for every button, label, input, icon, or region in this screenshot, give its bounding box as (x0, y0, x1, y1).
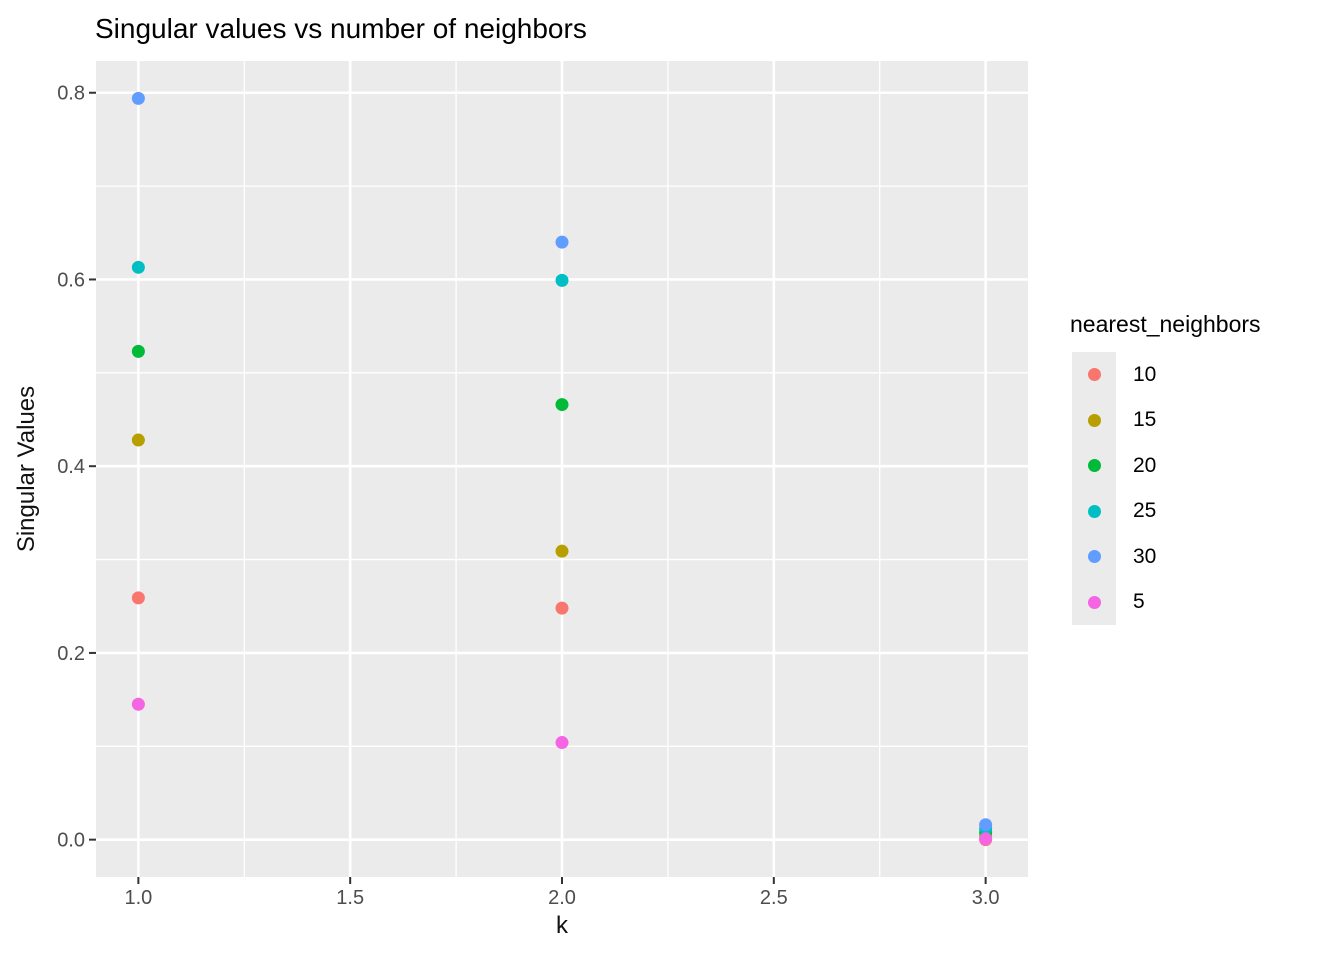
legend-item-label: 20 (1133, 453, 1157, 477)
point-k2-nn20 (555, 398, 569, 412)
y-tick-label: 0.2 (57, 643, 85, 665)
legend-item-label: 15 (1133, 408, 1157, 432)
point-k2-nn30 (555, 235, 569, 249)
point-k1-nn5 (131, 697, 145, 711)
x-tick-label: 2.5 (760, 887, 788, 909)
legend-key (1072, 397, 1116, 443)
legend-dot-icon (1087, 595, 1101, 609)
point-k3-nn5 (979, 832, 993, 846)
legend-item-label: 25 (1133, 499, 1157, 523)
x-tick-label: 3.0 (972, 887, 1000, 909)
legend-dot-icon (1087, 413, 1101, 427)
legend-key (1072, 488, 1116, 534)
y-tick-label: 0.0 (57, 830, 85, 852)
legend-item-label: 10 (1133, 362, 1157, 386)
x-axis-title: k (556, 912, 568, 939)
point-k3-nn30 (979, 818, 993, 832)
point-k1-nn25 (131, 260, 145, 274)
legend-item-25: 25 (1072, 488, 1261, 534)
chart-title: Singular values vs number of neighbors (95, 13, 587, 44)
point-k1-nn20 (131, 344, 145, 358)
legend-item-label: 5 (1133, 590, 1145, 614)
legend-item-10: 10 (1072, 352, 1261, 398)
legend-item-15: 15 (1072, 397, 1261, 443)
point-k2-nn15 (555, 544, 569, 558)
legend-key (1072, 352, 1116, 398)
legend-title: nearest_neighbors (1070, 311, 1261, 337)
x-tick-label: 1.0 (124, 887, 152, 909)
y-tick-label: 0.4 (57, 456, 85, 478)
legend-item-30: 30 (1072, 534, 1261, 580)
point-k1-nn30 (131, 91, 145, 105)
legend-item-20: 20 (1072, 443, 1261, 489)
x-tick-label: 2.0 (548, 887, 576, 909)
legend-key (1072, 579, 1116, 625)
legend-item-5: 5 (1072, 579, 1261, 625)
x-tick-label: 1.5 (336, 887, 364, 909)
point-k2-nn5 (555, 736, 569, 750)
legend: nearest_neighbors 10 15 20 25 30 5 (1070, 311, 1261, 625)
legend-item-label: 30 (1133, 544, 1157, 568)
legend-dot-icon (1087, 368, 1101, 382)
y-tick-label: 0.6 (57, 269, 85, 291)
point-k1-nn15 (131, 433, 145, 447)
legend-items: 10 15 20 25 30 5 (1072, 352, 1261, 625)
legend-key (1072, 443, 1116, 489)
y-axis-title: Singular Values (13, 385, 40, 553)
legend-key (1072, 534, 1116, 580)
legend-dot-icon (1087, 550, 1101, 564)
y-tick-label: 0.8 (57, 83, 85, 105)
legend-dot-icon (1087, 504, 1101, 518)
point-k1-nn10 (131, 591, 145, 605)
point-k2-nn25 (555, 273, 569, 287)
point-k2-nn10 (555, 601, 569, 615)
legend-dot-icon (1087, 459, 1101, 473)
